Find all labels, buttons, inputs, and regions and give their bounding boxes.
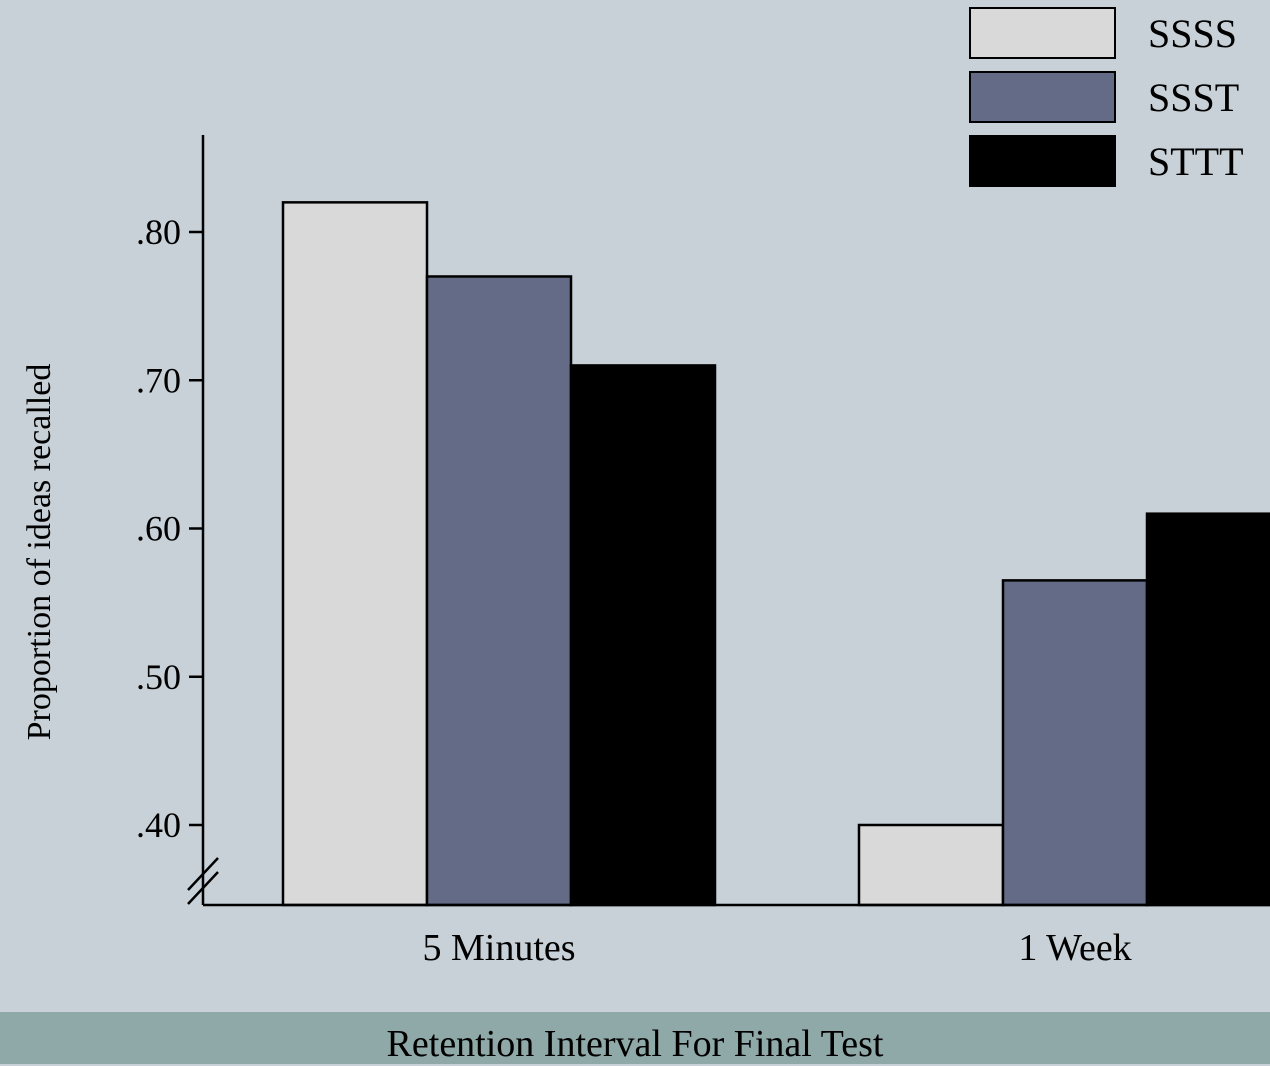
legend-label-sttt: STTT	[1148, 139, 1244, 184]
legend: SSSS SSST STTT	[969, 7, 1244, 187]
x-tick-label: 5 Minutes	[422, 927, 575, 969]
bar-sttt-1	[569, 364, 717, 907]
bar-ssst-1	[425, 275, 573, 907]
legend-swatch-sttt	[969, 135, 1116, 187]
legend-swatch-ssst	[969, 71, 1116, 123]
bar-ssss-2	[857, 823, 1005, 907]
y-tick-label: .40	[136, 805, 181, 845]
axes	[187, 135, 1270, 907]
x-axis-title-band: Retention Interval For Final Test	[0, 1012, 1270, 1065]
y-tick-label: .80	[136, 212, 181, 252]
y-tick-label: .60	[136, 509, 181, 549]
bar-chart: .80 .70 .60 .50 .40 5 Minutes 1 Week Proporti…	[21, 7, 1270, 969]
x-axis-label: Retention Interval For Final Test	[386, 1023, 884, 1065]
x-tick-labels: 5 Minutes 1 Week	[422, 927, 1131, 969]
axis-break-mark	[187, 871, 219, 905]
bar-ssst-2	[1001, 579, 1149, 907]
y-tick-label: .50	[136, 657, 181, 697]
bar-sttt-2	[1145, 512, 1270, 907]
axis-break-mark	[187, 857, 219, 891]
bars-layer	[281, 201, 1270, 907]
y-axis-label: Proportion of ideas recalled	[21, 364, 58, 741]
y-ticks: .80 .70 .60 .50 .40	[136, 212, 203, 845]
bar-ssss-1	[281, 201, 429, 907]
legend-label-ssst: SSST	[1148, 75, 1239, 120]
legend-label-ssss: SSSS	[1148, 11, 1237, 56]
legend-swatch-ssss	[969, 7, 1116, 59]
x-tick-label: 1 Week	[1018, 927, 1131, 969]
y-tick-label: .70	[136, 360, 181, 400]
